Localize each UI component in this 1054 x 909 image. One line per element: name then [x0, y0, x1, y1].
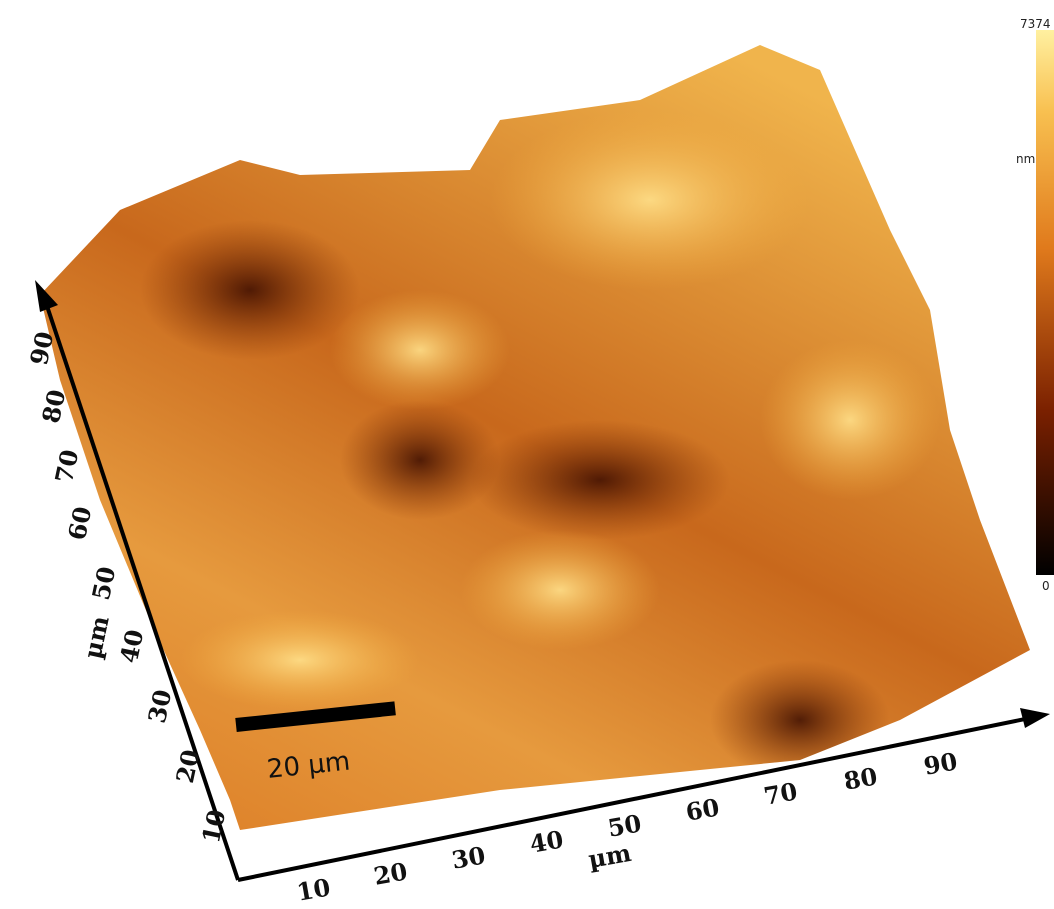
x-axis-label: µm [586, 838, 633, 874]
y-tick-label: 20 [170, 747, 205, 786]
colorbar-min: 0 [1042, 579, 1050, 593]
x-tick-label: 40 [528, 824, 566, 858]
x-tick-label: 50 [606, 808, 644, 842]
y-tick-label: 50 [86, 564, 121, 603]
axes [35, 280, 1050, 882]
colorbar-unit: nm [1016, 152, 1035, 166]
y-tick-label: 30 [142, 687, 177, 726]
x-tick-label: 60 [684, 792, 722, 826]
x-tick-label: 90 [922, 746, 960, 780]
y-tick-label: 90 [24, 329, 59, 368]
colorbar [1036, 30, 1054, 575]
y-tick-label: 40 [114, 627, 149, 666]
y-tick-label: 10 [196, 807, 231, 846]
x-tick-label: 20 [372, 856, 410, 890]
colorbar-max: 7374 [1020, 17, 1051, 31]
y-tick-label: 60 [62, 504, 97, 543]
y-axis-label: µm [78, 613, 115, 661]
x-tick-label: 30 [450, 840, 488, 874]
y-tick-label: 80 [36, 387, 71, 426]
y-tick-label: 70 [49, 447, 84, 486]
x-tick-label: 80 [842, 761, 880, 795]
scale-bar [235, 701, 396, 732]
x-tick-label: 10 [295, 872, 333, 906]
x-tick-label: 70 [762, 776, 800, 810]
